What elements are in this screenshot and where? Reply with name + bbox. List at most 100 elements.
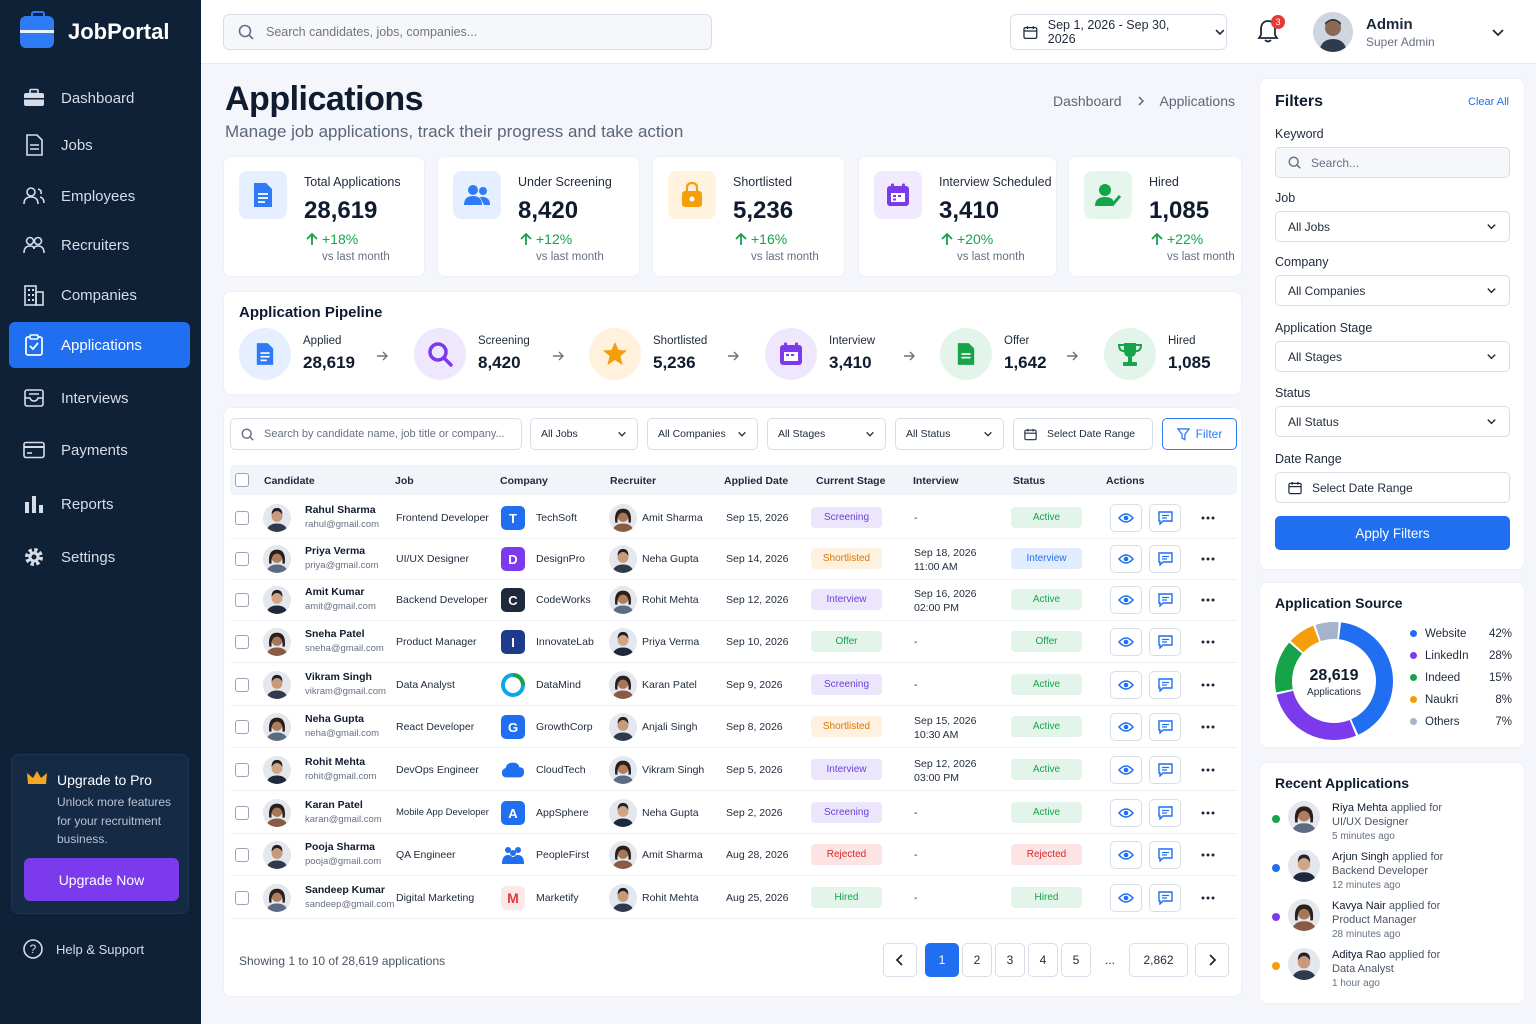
pipeline-stage-screening[interactable]: Screening 8,420 [414,328,530,380]
stat-card-shortlisted[interactable]: Shortlisted 5,236 +16% vs last month [652,156,845,277]
row-checkbox[interactable] [235,848,249,862]
row-checkbox[interactable] [235,806,249,820]
header-interview[interactable]: Interview [913,475,959,487]
header-company[interactable]: Company [500,475,548,487]
jobs-filter-select[interactable]: All Jobs [530,418,638,450]
table-row[interactable]: Karan Patel karan@gmail.com Mobile App D… [230,792,1237,834]
date-range-select[interactable]: Select Date Range [1275,472,1510,503]
stat-card-interview-scheduled[interactable]: Interview Scheduled 3,410 +20% vs last m… [858,156,1057,277]
row-checkbox[interactable] [235,635,249,649]
header-applied-date[interactable]: Applied Date [724,475,789,487]
message-button[interactable] [1149,713,1181,741]
stage-select[interactable]: All Stages [1275,341,1510,372]
pagination-page-button[interactable]: 3 [995,943,1025,977]
pagination-page-button[interactable]: 2,862 [1129,943,1188,977]
sidebar-item-settings[interactable]: Settings [9,534,190,580]
sidebar-item-payments[interactable]: Payments [9,427,190,473]
more-options-button[interactable] [1192,504,1224,532]
pipeline-stage-interview[interactable]: Interview 3,410 [765,328,875,380]
row-checkbox[interactable] [235,552,249,566]
more-options-button[interactable] [1192,713,1224,741]
message-button[interactable] [1149,586,1181,614]
global-search-input[interactable] [266,25,686,39]
row-checkbox[interactable] [235,511,249,525]
pagination-page-button[interactable]: 2 [962,943,992,977]
pipeline-stage-shortlisted[interactable]: Shortlisted 5,236 [589,328,707,380]
help-support-link[interactable]: ? Help & Support [22,938,144,960]
candidate-cell[interactable]: Karan Patel karan@gmail.com [305,799,382,825]
candidate-cell[interactable]: Vikram Singh vikram@gmail.com [305,671,386,697]
pagination-page-button[interactable]: 4 [1028,943,1058,977]
companies-filter-select[interactable]: All Companies [647,418,758,450]
message-button[interactable] [1149,841,1181,869]
view-button[interactable] [1110,628,1142,656]
stat-card-total-applications[interactable]: Total Applications 28,619 +18% vs last m… [223,156,425,277]
view-button[interactable] [1110,884,1142,912]
recent-application-item[interactable]: Kavya Nair applied for Product Manager 2… [1272,899,1512,947]
more-options-button[interactable] [1192,671,1224,699]
pipeline-stage-hired[interactable]: Hired 1,085 [1104,328,1211,380]
recent-application-item[interactable]: Aditya Rao applied for Data Analyst 1 ho… [1272,948,1512,996]
view-button[interactable] [1110,713,1142,741]
apply-filters-button[interactable]: Apply Filters [1275,516,1510,550]
pipeline-stage-offer[interactable]: Offer 1,642 [940,328,1047,380]
row-checkbox[interactable] [235,763,249,777]
breadcrumb-dashboard[interactable]: Dashboard [1053,93,1122,109]
more-options-button[interactable] [1192,884,1224,912]
avatar[interactable] [1313,12,1353,52]
candidate-cell[interactable]: Rahul Sharma rahul@gmail.com [305,504,379,530]
pipeline-stage-applied[interactable]: Applied 28,619 [239,328,355,380]
stat-card-under-screening[interactable]: Under Screening 8,420 +12% vs last month [437,156,640,277]
message-button[interactable] [1149,799,1181,827]
header-current-stage[interactable]: Current Stage [816,475,886,487]
job-select[interactable]: All Jobs [1275,211,1510,242]
header-status[interactable]: Status [1013,475,1046,487]
view-button[interactable] [1110,756,1142,784]
status-filter-select[interactable]: All Status [895,418,1004,450]
candidate-cell[interactable]: Pooja Sharma pooja@gmail.com [305,841,381,867]
filter-button[interactable]: Filter [1162,418,1237,450]
table-row[interactable]: Vikram Singh vikram@gmail.com Data Analy… [230,664,1237,706]
table-row[interactable]: Pooja Sharma pooja@gmail.com QA Engineer… [230,834,1237,876]
keyword-input[interactable]: Search... [1275,147,1510,178]
candidate-cell[interactable]: Rohit Mehta rohit@gmail.com [305,756,376,782]
message-button[interactable] [1149,756,1181,784]
upgrade-now-button[interactable]: Upgrade Now [24,858,179,901]
sidebar-item-applications[interactable]: Applications [9,322,190,368]
table-row[interactable]: Amit Kumar amit@gmail.com Backend Develo… [230,579,1237,621]
candidate-cell[interactable]: Amit Kumar amit@gmail.com [305,586,376,612]
donut-slice-indeed[interactable] [1275,642,1303,693]
stat-card-hired[interactable]: Hired 1,085 +22% vs last month [1068,156,1242,277]
donut-slice-naukri[interactable] [1290,625,1320,653]
more-options-button[interactable] [1192,586,1224,614]
table-row[interactable]: Priya Verma priya@gmail.com UI/UX Design… [230,538,1237,580]
message-button[interactable] [1149,504,1181,532]
candidate-cell[interactable]: Sandeep Kumar sandeep@gmail.com [305,884,394,910]
table-row[interactable]: Neha Gupta neha@gmail.com React Develope… [230,706,1237,748]
pagination-prev-button[interactable] [883,943,917,977]
donut-slice-others[interactable] [1315,622,1339,642]
view-button[interactable] [1110,841,1142,869]
view-button[interactable] [1110,545,1142,573]
company-select[interactable]: All Companies [1275,275,1510,306]
candidate-cell[interactable]: Neha Gupta neha@gmail.com [305,713,379,739]
sidebar-item-jobs[interactable]: Jobs [9,122,190,168]
more-options-button[interactable] [1192,799,1224,827]
date-range-picker[interactable]: Sep 1, 2026 - Sep 30, 2026 [1010,14,1227,50]
recent-application-item[interactable]: Riya Mehta applied for UI/UX Designer 5 … [1272,801,1512,849]
sidebar-item-recruiters[interactable]: Recruiters [9,222,190,268]
header-job[interactable]: Job [395,475,414,487]
candidate-cell[interactable]: Priya Verma priya@gmail.com [305,545,379,571]
table-row[interactable]: Sandeep Kumar sandeep@gmail.com Digital … [230,877,1237,919]
view-button[interactable] [1110,586,1142,614]
date-filter-select[interactable]: Select Date Range [1013,418,1153,450]
donut-slice-linkedin[interactable] [1276,690,1357,740]
row-checkbox[interactable] [235,720,249,734]
view-button[interactable] [1110,799,1142,827]
donut-slice-website[interactable] [1339,622,1393,735]
select-all-checkbox[interactable] [235,473,249,487]
more-options-button[interactable] [1192,756,1224,784]
clear-all-link[interactable]: Clear All [1468,96,1509,108]
global-search[interactable] [223,14,712,50]
message-button[interactable] [1149,628,1181,656]
